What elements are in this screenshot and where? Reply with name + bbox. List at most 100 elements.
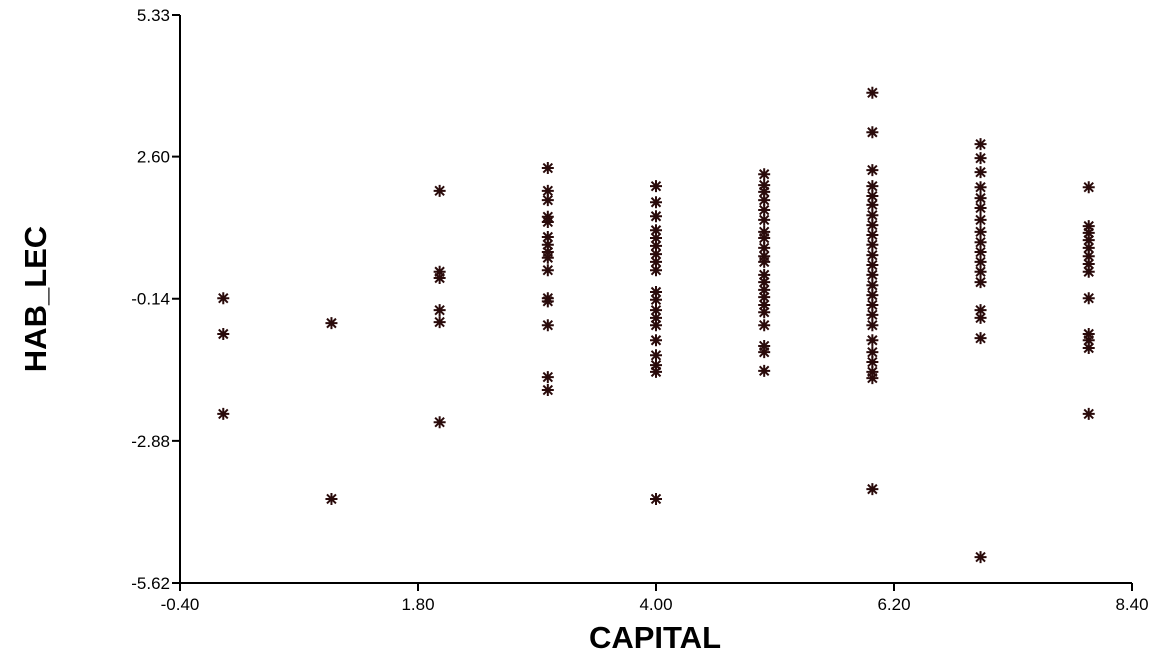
point — [650, 285, 662, 298]
point — [758, 255, 771, 268]
point — [974, 213, 987, 226]
point — [758, 179, 771, 192]
point — [650, 359, 662, 372]
point — [1082, 407, 1095, 420]
point — [541, 384, 554, 397]
point — [1082, 220, 1095, 233]
point — [650, 264, 662, 277]
point — [217, 292, 230, 305]
point — [217, 328, 230, 341]
point — [433, 416, 446, 429]
y-tick-label: -5.62 — [131, 574, 170, 593]
point — [758, 168, 771, 181]
point — [974, 246, 987, 259]
point — [866, 86, 879, 99]
point — [541, 194, 554, 207]
point — [758, 283, 771, 296]
x-tick-label: 1.80 — [401, 595, 434, 614]
point — [1082, 181, 1095, 194]
point — [758, 213, 771, 226]
point — [974, 192, 987, 205]
y-tick-label: 5.33 — [137, 6, 170, 25]
point — [650, 248, 662, 261]
point — [1082, 250, 1095, 263]
point — [650, 180, 662, 193]
point — [758, 225, 771, 238]
point — [1082, 257, 1095, 270]
point — [866, 308, 879, 321]
point — [758, 319, 771, 332]
point — [541, 295, 554, 308]
point — [758, 241, 771, 254]
point — [866, 259, 879, 272]
point — [650, 365, 662, 378]
point — [866, 483, 879, 496]
point — [866, 279, 879, 292]
point — [1082, 265, 1095, 278]
point — [974, 166, 987, 179]
point — [974, 304, 987, 317]
point — [433, 265, 446, 278]
point — [866, 289, 879, 302]
point — [974, 225, 987, 238]
point — [866, 209, 879, 222]
point — [974, 152, 987, 165]
point — [974, 276, 987, 289]
x-tick-label: 6.20 — [877, 595, 910, 614]
point — [974, 311, 987, 324]
y-tick-label: -0.14 — [131, 290, 170, 309]
point — [433, 184, 446, 197]
point — [866, 228, 879, 241]
point — [650, 304, 662, 317]
point — [217, 407, 230, 420]
point — [541, 184, 554, 197]
y-axis-title: HAB_LEC — [18, 226, 53, 372]
point — [541, 319, 554, 332]
point — [866, 249, 879, 262]
point — [325, 317, 338, 330]
y-tick-label: 2.60 — [137, 148, 170, 167]
point — [650, 349, 662, 362]
point — [650, 239, 662, 252]
point — [1082, 226, 1095, 239]
point — [1082, 342, 1095, 355]
point — [758, 185, 771, 198]
point — [974, 332, 987, 345]
x-axis-title: CAPITAL — [589, 620, 721, 654]
point — [758, 204, 771, 217]
point — [866, 190, 879, 203]
point — [974, 138, 987, 151]
point — [758, 346, 771, 359]
point — [866, 365, 879, 378]
point — [866, 219, 879, 232]
point — [866, 238, 879, 251]
point — [758, 306, 771, 319]
point — [541, 264, 554, 277]
point — [974, 236, 987, 249]
point — [541, 251, 554, 264]
point — [541, 238, 554, 251]
point — [758, 276, 771, 289]
point — [1082, 328, 1095, 341]
point — [758, 291, 771, 304]
point — [650, 210, 662, 223]
point — [866, 346, 879, 359]
x-tick-label: -0.40 — [161, 595, 200, 614]
point — [433, 304, 446, 317]
point — [541, 162, 554, 175]
point — [650, 224, 662, 237]
point — [650, 255, 662, 268]
point — [866, 180, 879, 193]
point — [866, 268, 879, 281]
point — [974, 551, 987, 564]
point — [758, 268, 771, 281]
point — [650, 196, 662, 209]
x-tick-label: 8.40 — [1115, 595, 1148, 614]
point — [974, 201, 987, 214]
point — [650, 293, 662, 306]
point — [974, 255, 987, 268]
point — [866, 356, 879, 369]
point — [866, 298, 879, 311]
point — [866, 372, 879, 385]
